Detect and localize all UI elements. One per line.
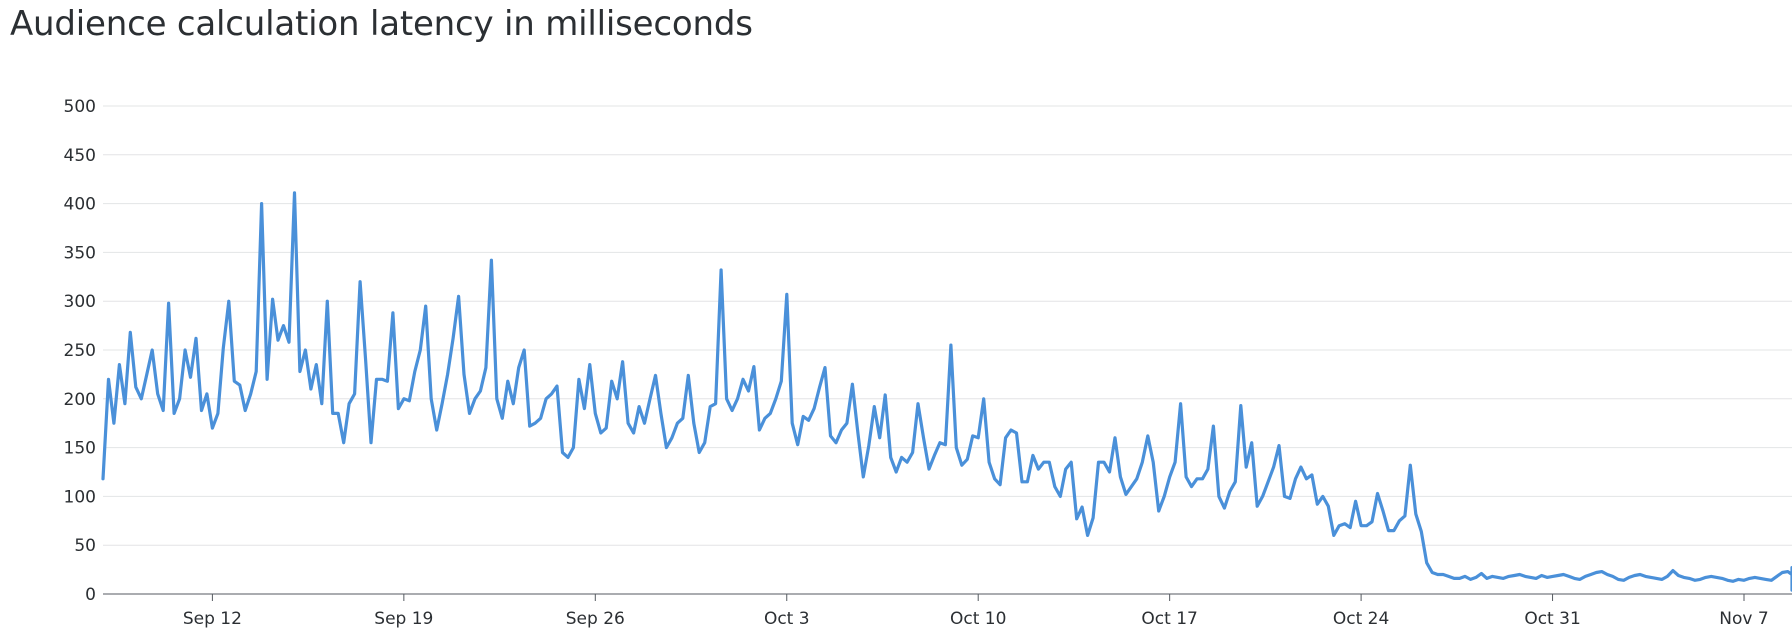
- y-gridlines: [103, 105, 1792, 546]
- x-axis-ticks: Sep 12 Sep 19 Sep 26 Oct 3 Oct 10 Oct 17 Oct 2…: [183, 594, 1769, 629]
- series-layer: [101, 191, 1792, 592]
- y-tick-label: 50: [74, 536, 96, 556]
- x-tick-label: Oct 31: [1524, 609, 1580, 629]
- y-tick-label: 300: [64, 292, 96, 312]
- y-axis-tick-labels: 0 50 100 150 200 250 300 350 400 450 500: [64, 97, 96, 605]
- y-tick-label: 500: [64, 97, 96, 117]
- x-tick-label: Oct 17: [1141, 609, 1197, 629]
- x-tick-label: Sep 19: [374, 609, 433, 629]
- y-tick-label: 250: [64, 341, 96, 361]
- x-tick-label: Sep 26: [566, 609, 625, 629]
- y-tick-label: 450: [64, 146, 96, 166]
- chart-title: Audience calculation latency in millisec…: [10, 4, 753, 44]
- x-tick-label: Oct 24: [1333, 609, 1389, 629]
- y-tick-label: 0: [85, 585, 96, 605]
- x-tick-label: Nov 7: [1719, 609, 1768, 629]
- x-tick-label: Sep 12: [183, 609, 242, 629]
- y-tick-label: 350: [64, 243, 96, 263]
- latency-series-line: [101, 191, 1792, 592]
- y-tick-label: 200: [64, 390, 96, 410]
- y-tick-label: 150: [64, 439, 96, 459]
- y-tick-label: 400: [64, 195, 96, 215]
- y-tick-label: 100: [64, 487, 96, 507]
- x-tick-label: Oct 3: [764, 609, 810, 629]
- x-tick-label: Oct 10: [950, 609, 1006, 629]
